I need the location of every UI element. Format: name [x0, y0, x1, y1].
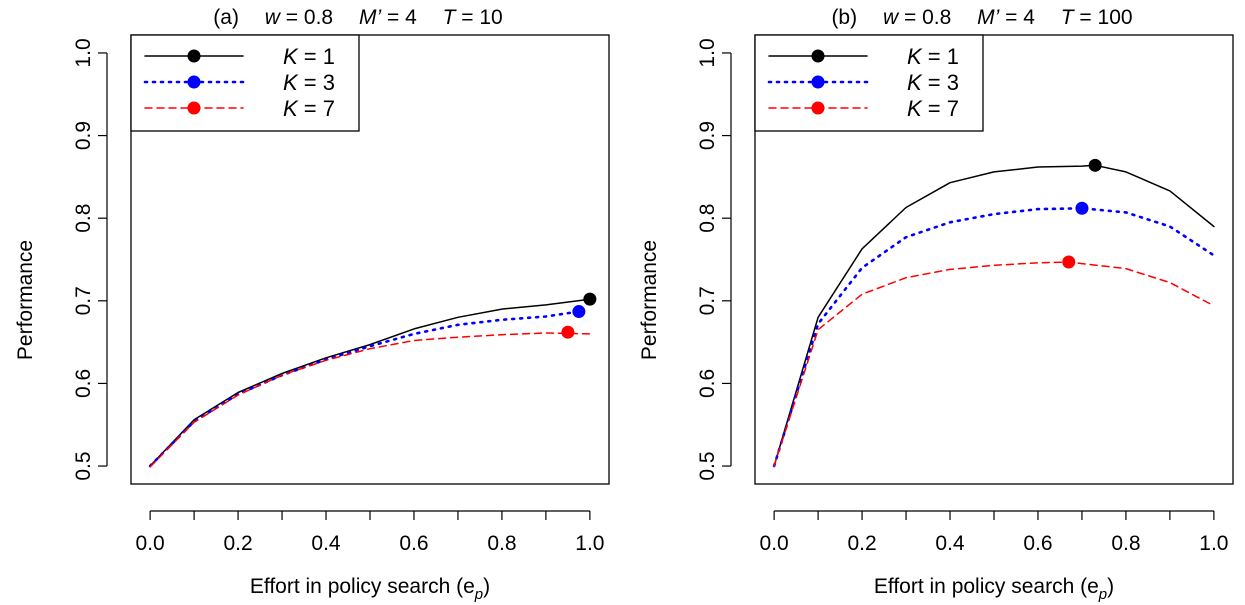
panel-a-y-tick-label: 0.6: [72, 369, 95, 398]
panel-a-x-axis-label: Effort in policy search (ep): [250, 575, 490, 603]
panel-b-series-k1-peak-point: [1088, 158, 1102, 172]
panel-a-title: (a) w = 0.8 M’ = 4 T = 10: [213, 6, 502, 29]
panel-b-legend-k1-label: K = 1: [907, 44, 959, 69]
panel-a-title-label: (a): [213, 6, 239, 29]
panel-b-plot-frame: [754, 34, 1234, 485]
panel-a-legend-k1-label: K = 1: [283, 44, 335, 69]
panel-a-series-k7-peak-point: [561, 325, 575, 339]
panel-b-x-tick-label: 0.6: [1023, 532, 1052, 555]
panel-a-legend-k7-label: K = 7: [283, 96, 335, 121]
panel-a-series-k1-peak-point: [583, 292, 597, 306]
panel-a-y-axis-label: Performance: [14, 240, 37, 360]
panel-b-title-t: 100: [1098, 6, 1133, 29]
panel-b-y-tick-label: 0.6: [696, 369, 719, 398]
panel-b-legend-k7-marker: [811, 101, 825, 115]
panel-b-series-k7-line: [773, 261, 1215, 467]
panel-b-y-tick-label: 0.5: [696, 451, 719, 480]
panel-a-y-tick-label: 0.8: [72, 204, 95, 233]
panel-a: (a) w = 0.8 M’ = 4 T = 10 0.0 0.2 0.4 0.6 0.…: [14, 6, 610, 603]
panel-b: (b) w = 0.8 M’ = 4 T = 100 0.0 0.2 0.4 0.6 0…: [638, 6, 1234, 603]
panel-b-title-w: 0.8: [922, 6, 951, 29]
panel-a-title-m: 4: [405, 6, 417, 29]
panel-b-title-label: (b): [831, 6, 857, 29]
panel-b-title: (b) w = 0.8 M’ = 4 T = 100: [831, 6, 1132, 29]
panel-b-y-tick-label: 0.8: [696, 204, 719, 233]
panel-b-x-tick-label: 0.8: [1111, 532, 1140, 555]
panel-b-legend: K = 1K = 3K = 7: [754, 34, 984, 132]
panel-a-x-tick-label: 0.0: [136, 532, 165, 555]
panel-a-y-tick-label: 0.7: [72, 286, 95, 315]
panel-a-y-tick-label: 1.0: [72, 38, 95, 67]
panel-a-x-tick-label: 0.6: [399, 532, 428, 555]
panel-a-x-tick-label: 1.0: [575, 532, 604, 555]
panel-b-y-tick-label: 0.9: [696, 121, 719, 150]
panel-a-plot-area: 0.0 0.2 0.4 0.6 0.8 1.0 0.5 0.6 0.7 0.8 0.9 1.0 K = …: [72, 34, 610, 555]
panel-b-legend-k3-marker: [811, 75, 825, 89]
panel-a-series-k3-peak-point: [572, 305, 586, 319]
panel-b-x-tick-label: 0.0: [760, 532, 789, 555]
panel-b-y-tick-label: 1.0: [696, 38, 719, 67]
panel-b-x-tick-label: 1.0: [1199, 532, 1228, 555]
panel-b-series-k3-peak-point: [1075, 201, 1089, 215]
panel-b-x-tick-label: 0.4: [935, 532, 965, 555]
panel-b-title-m: 4: [1023, 6, 1035, 29]
panel-b-x-axis-label: Effort in policy search (ep): [874, 575, 1114, 603]
panel-a-legend-k1-marker: [187, 49, 201, 63]
panel-b-plot-area: 0.0 0.2 0.4 0.6 0.8 1.0 0.5 0.6 0.7 0.8 0.9 1.0 K = …: [696, 34, 1234, 555]
panel-a-series-k7-line: [149, 332, 591, 468]
panel-b-series-k1-line: [773, 164, 1215, 467]
panel-a-series-k1-line: [149, 298, 591, 467]
panel-b-y-tick-label: 0.7: [696, 286, 719, 315]
panel-a-legend-k3-label: K = 3: [283, 70, 335, 95]
panel-b-legend-k3-label: K = 3: [907, 70, 959, 95]
panel-a-y-tick-label: 0.5: [72, 451, 95, 480]
panel-a-title-t: 10: [479, 6, 502, 29]
panel-b-y-axis-label: Performance: [638, 240, 661, 360]
panel-b-series-k7-peak-point: [1062, 255, 1076, 269]
panel-a-plot-frame: [130, 34, 610, 485]
panel-a-legend-k7-marker: [187, 101, 201, 115]
panel-a-x-tick-label: 0.8: [487, 532, 516, 555]
panel-b-legend-k7-label: K = 7: [907, 96, 959, 121]
panel-a-x-tick-label: 0.4: [311, 532, 341, 555]
panel-a-title-w: 0.8: [304, 6, 333, 29]
panel-a-legend-k3-marker: [187, 75, 201, 89]
panel-b-legend-k1-marker: [811, 49, 825, 63]
panel-a-x-tick-label: 0.2: [223, 532, 252, 555]
panel-b-series-k3-line: [772, 207, 1216, 468]
panel-a-legend: K = 1K = 3K = 7: [130, 34, 360, 132]
panel-a-y-tick-label: 0.9: [72, 121, 95, 150]
panel-b-x-tick-label: 0.2: [847, 532, 876, 555]
